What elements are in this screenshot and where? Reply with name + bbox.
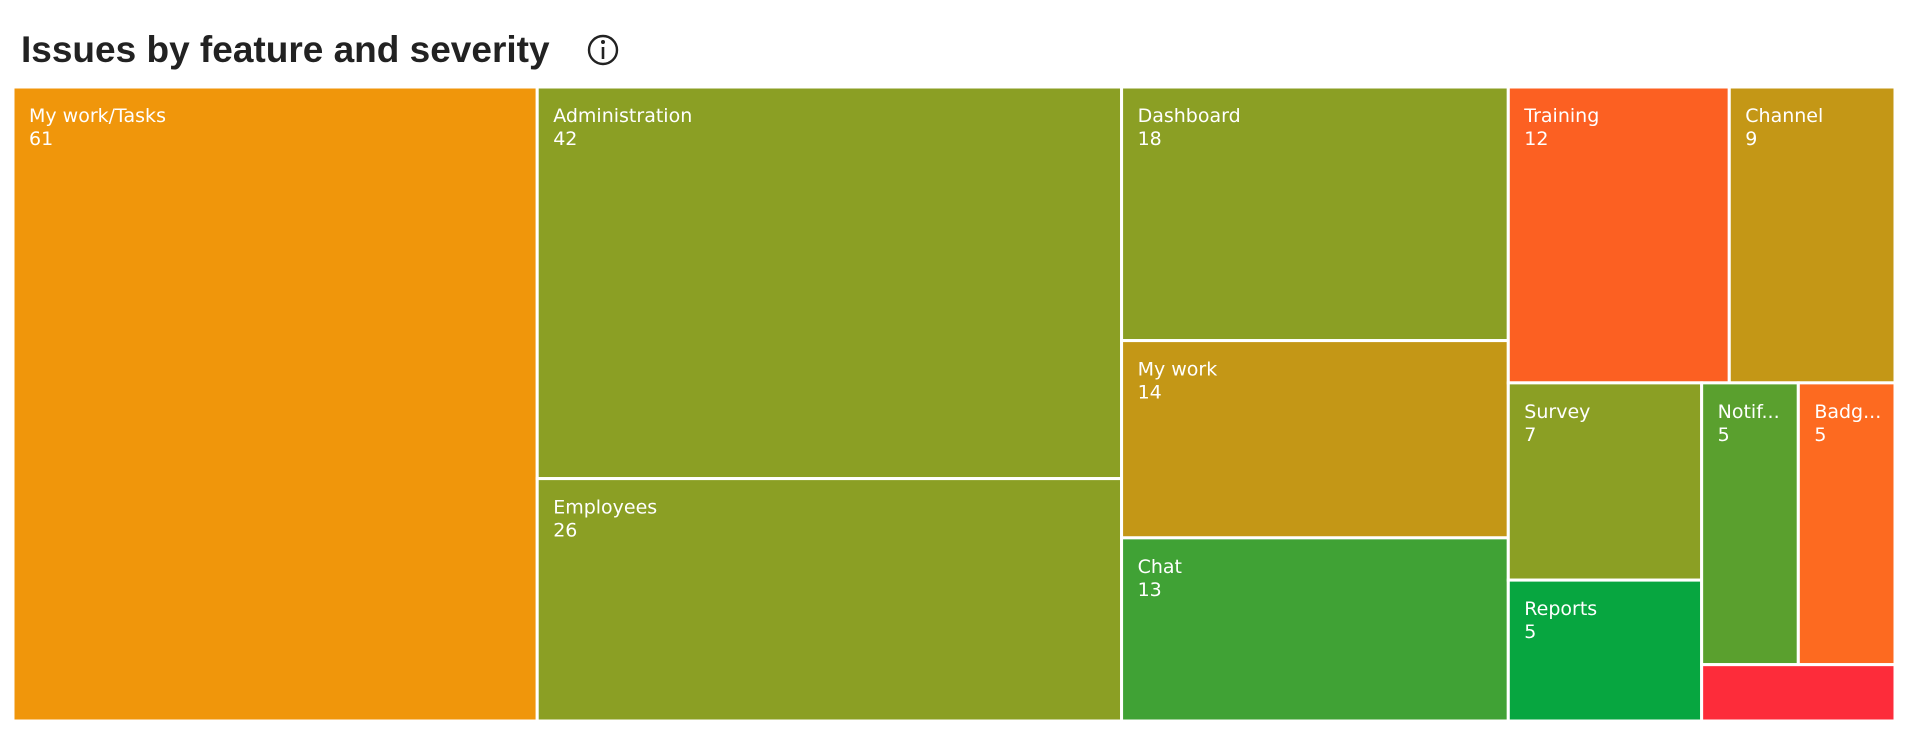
tile-label: Dashboard (1138, 105, 1241, 127)
tile-label: Survey (1524, 401, 1590, 423)
tile-label: Training (1523, 105, 1599, 127)
tile (1700, 663, 1897, 723)
tile-value: 26 (553, 520, 577, 542)
tile (1727, 85, 1897, 385)
tile-value: 9 (1745, 128, 1757, 150)
tile-value: 5 (1814, 424, 1826, 446)
chart-title: Issues by feature and severity (21, 29, 550, 70)
tile-value: 5 (1524, 621, 1536, 643)
tile-value: 7 (1524, 424, 1536, 446)
tile-value: 18 (1138, 128, 1162, 150)
tile (1120, 339, 1510, 540)
tile (11, 85, 539, 723)
tile-value: 13 (1138, 579, 1162, 601)
tile-value: 61 (29, 128, 53, 150)
tile (1796, 381, 1897, 667)
tile-value: 14 (1138, 382, 1162, 404)
tile-label: Badg... (1814, 401, 1881, 423)
tile-value: 42 (553, 128, 577, 150)
tile (535, 85, 1124, 481)
tile-label: Employees (553, 497, 657, 519)
tile-value: 5 (1718, 424, 1730, 446)
tile-label: Channel (1745, 105, 1823, 127)
tile-label: My work/Tasks (29, 105, 166, 127)
tile-label: Reports (1524, 598, 1597, 620)
tile-value: 12 (1524, 128, 1548, 150)
tile (1700, 381, 1800, 667)
tile (1120, 536, 1510, 723)
tile-label: My work (1138, 359, 1218, 381)
info-icon[interactable] (587, 34, 619, 66)
tile (1506, 381, 1704, 582)
tile-label: Notif... (1718, 401, 1780, 423)
tile-label: Administration (553, 105, 692, 127)
tile (1506, 85, 1731, 385)
tile-label: Chat (1138, 556, 1182, 578)
tile (535, 477, 1124, 723)
tile (1506, 578, 1704, 723)
